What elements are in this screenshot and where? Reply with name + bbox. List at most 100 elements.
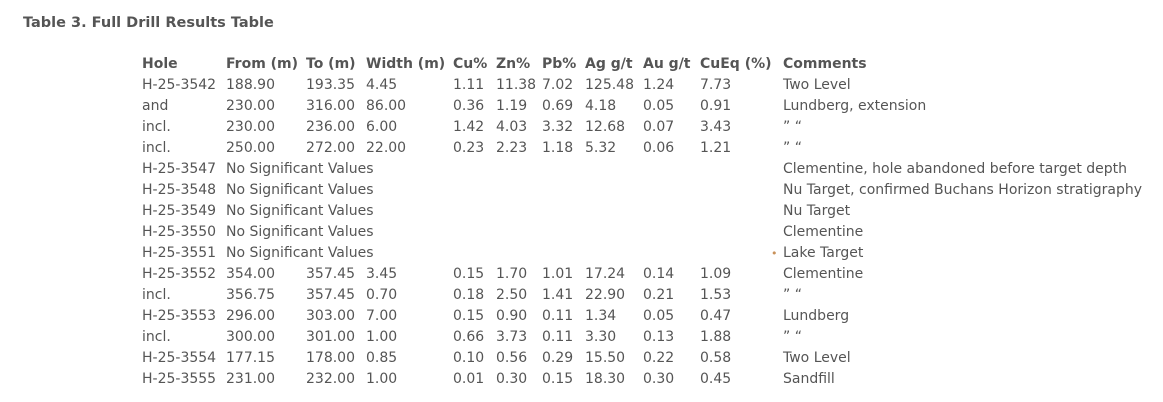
cell-pb: 7.02 (542, 77, 574, 93)
cell-zn: 2.23 (496, 140, 528, 156)
table-caption: Table 3. Full Drill Results Table (23, 15, 274, 31)
cell-au: 1.24 (643, 77, 675, 93)
cell-hole: H-25-3548 (142, 182, 217, 198)
cell-cu: 0.66 (453, 329, 485, 345)
cell-from: 230.00 (226, 98, 275, 114)
cell-from: 296.00 (226, 308, 275, 324)
cell-from: 356.75 (226, 287, 275, 303)
cell-cu: 0.23 (453, 140, 485, 156)
cell-zn: 1.19 (496, 98, 528, 114)
cell-cu: 0.36 (453, 98, 485, 114)
table-row: H-25-3552 354.00 357.45 3.45 0.15 1.70 1.01 17.… (142, 264, 1144, 285)
table-row: H-25-3553 296.00 303.00 7.00 0.15 0.90 0.11 1.3… (142, 306, 1144, 327)
cell-to: 316.00 (306, 98, 355, 114)
cell-width: 3.45 (366, 266, 398, 282)
header-ag: Ag g/t (585, 56, 633, 72)
cell-ag: 12.68 (585, 119, 626, 135)
cell-cueq: 1.21 (700, 140, 732, 156)
table-row: H-25-3542 188.90 193.35 4.45 1.11 11.38 7.02 12… (142, 75, 1144, 96)
cell-au: 0.07 (643, 119, 675, 135)
cell-comments: ” “ (783, 138, 1144, 159)
cell-cueq: 0.58 (700, 350, 732, 366)
cell-no-significant-values: No Significant Values (226, 182, 374, 198)
cell-from: 177.15 (226, 350, 275, 366)
cell-pb: 3.32 (542, 119, 574, 135)
cell-cueq: 0.45 (700, 371, 732, 387)
cell-hole: incl. (142, 119, 171, 135)
cell-pb: 0.11 (542, 329, 574, 345)
cell-hole: incl. (142, 140, 171, 156)
cell-cu: 1.42 (453, 119, 485, 135)
cell-comments: Clementine, hole abandoned before target… (783, 159, 1144, 180)
cell-cu: 0.01 (453, 371, 485, 387)
cell-cu: 1.11 (453, 77, 485, 93)
cell-to: 303.00 (306, 308, 355, 324)
cell-width: 4.45 (366, 77, 398, 93)
comment-text: ” “ (783, 287, 802, 303)
cell-width: 22.00 (366, 140, 407, 156)
table-row: incl. 250.00 272.00 22.00 0.23 2.23 1.18 5.32 0.… (142, 138, 1144, 159)
cell-from: 300.00 (226, 329, 275, 345)
cell-ag: 4.18 (585, 98, 617, 114)
comment-text: ” “ (783, 329, 802, 345)
cell-to: 236.00 (306, 119, 355, 135)
cell-hole: H-25-3549 (142, 203, 217, 219)
comment-text: Sandfill (783, 371, 835, 387)
cell-no-significant-values: No Significant Values (226, 224, 374, 240)
cell-au: 0.05 (643, 98, 675, 114)
cell-hole: incl. (142, 287, 171, 303)
table-row: H-25-3555 231.00 232.00 1.00 0.01 0.30 0.15 18.… (142, 369, 1144, 390)
cell-hole: and (142, 98, 169, 114)
header-zn: Zn% (496, 56, 531, 72)
cell-au: 0.06 (643, 140, 675, 156)
cell-hole: H-25-3552 (142, 266, 217, 282)
cell-zn: 4.03 (496, 119, 528, 135)
comment-text: Two Level (783, 77, 851, 93)
cell-hole: H-25-3550 (142, 224, 217, 240)
table-row: incl. 300.00 301.00 1.00 0.66 3.73 0.11 3.30 0.1… (142, 327, 1144, 348)
cell-hole: H-25-3547 (142, 161, 217, 177)
cell-cueq: 1.88 (700, 329, 732, 345)
cell-au: 0.22 (643, 350, 675, 366)
cell-comments: Lundberg, extension (783, 96, 1144, 117)
cell-au: 0.30 (643, 371, 675, 387)
bullet-icon: • (771, 247, 778, 260)
cell-comments: Two Level (783, 348, 1144, 369)
cell-cueq: 7.73 (700, 77, 732, 93)
header-hole: Hole (142, 56, 178, 72)
cell-ag: 125.48 (585, 77, 634, 93)
table-row: H-25-3550 No Significant Values Clementine (142, 222, 1144, 243)
comment-text: Clementine (783, 266, 864, 282)
header-to: To (m) (306, 56, 356, 72)
comment-text: ” “ (783, 140, 802, 156)
cell-comments: Nu Target (783, 201, 1144, 222)
cell-ag: 1.34 (585, 308, 617, 324)
cell-comments: • Lake Target (771, 243, 1144, 264)
cell-comments: Lundberg (783, 306, 1144, 327)
cell-from: 231.00 (226, 371, 275, 387)
cell-ag: 22.90 (585, 287, 626, 303)
table-row: H-25-3551 No Significant Values • Lake Targ… (142, 243, 1144, 264)
cell-comments: Two Level (783, 75, 1144, 96)
cell-ag: 17.24 (585, 266, 626, 282)
cell-pb: 0.29 (542, 350, 574, 366)
cell-no-significant-values: No Significant Values (226, 245, 374, 261)
cell-from: 354.00 (226, 266, 275, 282)
cell-width: 6.00 (366, 119, 398, 135)
cell-from: 230.00 (226, 119, 275, 135)
cell-to: 357.45 (306, 287, 355, 303)
cell-cueq: 0.91 (700, 98, 732, 114)
cell-width: 86.00 (366, 98, 407, 114)
cell-pb: 0.15 (542, 371, 574, 387)
header-pb: Pb% (542, 56, 577, 72)
comment-text: Clementine, hole abandoned before target… (783, 161, 1128, 177)
cell-pb: 1.18 (542, 140, 574, 156)
cell-hole: H-25-3551 (142, 245, 217, 261)
drill-results-table: Hole From (m) To (m) Width (m) Cu% Zn% P… (142, 54, 1144, 390)
cell-cu: 0.18 (453, 287, 485, 303)
cell-cu: 0.15 (453, 266, 485, 282)
cell-zn: 1.70 (496, 266, 528, 282)
cell-comments: Nu Target, confirmed Buchans Horizon str… (783, 180, 1144, 201)
table-row: incl. 356.75 357.45 0.70 0.18 2.50 1.41 22.90 0.… (142, 285, 1144, 306)
table-row: and 230.00 316.00 86.00 0.36 1.19 0.69 4.18 0.05… (142, 96, 1144, 117)
